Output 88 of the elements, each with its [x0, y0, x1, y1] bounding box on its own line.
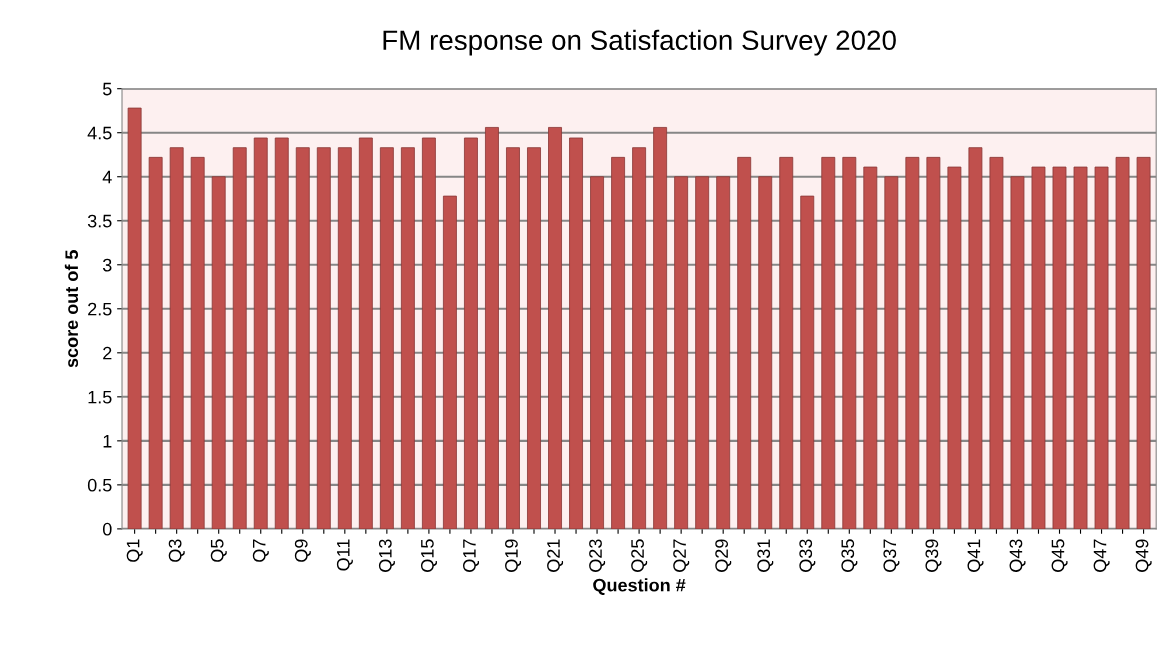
bar: [653, 127, 668, 529]
x-axis-title: Question #: [593, 578, 686, 595]
bar: [211, 176, 226, 529]
bar: [800, 195, 815, 529]
x-tick-label: Q45: [1051, 539, 1068, 572]
bar: [485, 127, 499, 529]
bar: [611, 156, 626, 529]
bar: [968, 147, 983, 529]
x-tick-label: Q27: [673, 539, 690, 572]
y-tick-label: 3: [102, 258, 112, 272]
bar: [716, 176, 731, 529]
bar: [1052, 166, 1067, 529]
chart-title: FM response on Satisfaction Survey 2020: [383, 29, 896, 56]
bar: [779, 156, 794, 529]
y-tick-label: 4.5: [87, 126, 112, 140]
x-tick-label: Q29: [715, 539, 732, 572]
bar: [527, 147, 541, 529]
bar: [905, 156, 920, 529]
x-tick-label: Q33: [799, 539, 816, 572]
y-tick-label: 1.5: [88, 390, 112, 404]
x-tick-label: Q13: [378, 539, 395, 572]
x-tick-label: Q21: [547, 539, 564, 572]
bar: [1010, 176, 1025, 529]
bar: [358, 137, 373, 529]
bar: [379, 147, 394, 529]
x-tick-label: Q41: [967, 539, 984, 572]
x-tick-label: Q37: [883, 539, 900, 572]
bar: [758, 176, 773, 529]
bar: [569, 137, 583, 529]
bar: [169, 147, 184, 529]
bar: [506, 147, 520, 529]
bar: [421, 137, 436, 529]
x-tick-label: Q31: [757, 539, 774, 572]
bar: [674, 176, 689, 529]
bar: [842, 156, 857, 529]
x-tick-label: Q11: [336, 539, 353, 571]
x-tick-label: Q25: [631, 539, 648, 572]
x-tick-label: Q3: [168, 539, 185, 562]
x-tick-label: Q49: [1135, 539, 1152, 572]
x-tick-label: Q35: [841, 539, 858, 572]
y-tick-label: 0: [102, 522, 112, 536]
bar: [127, 107, 142, 529]
bar: [400, 147, 415, 529]
bar: [884, 176, 899, 529]
bar: [316, 147, 331, 529]
x-tick-label: Q47: [1093, 539, 1110, 572]
bar: [632, 147, 647, 529]
bar: [1115, 156, 1130, 529]
bar: [464, 137, 478, 529]
y-tick-label: 2.5: [88, 302, 112, 316]
bar: [863, 166, 878, 529]
bar: [1136, 156, 1151, 529]
y-tick-label: 5: [102, 82, 112, 96]
bar: [232, 147, 247, 529]
bar: [253, 137, 268, 529]
bar: [1031, 166, 1046, 529]
bar: [989, 156, 1004, 529]
bar: [274, 137, 289, 529]
bar: [590, 176, 604, 529]
x-tick-label: Q1: [126, 539, 143, 562]
x-tick-label: Q5: [210, 539, 227, 562]
x-tick-label: Q9: [294, 539, 311, 562]
bar: [548, 127, 562, 529]
y-tick-label: 2: [103, 346, 112, 360]
bar: [1073, 166, 1088, 529]
bar: [926, 156, 941, 529]
bar: [442, 195, 457, 529]
y-tick-label: 0.5: [87, 478, 112, 492]
bar: [947, 166, 962, 529]
y-tick-label: 3.5: [87, 214, 112, 228]
x-tick-label: Q17: [463, 539, 480, 572]
x-tick-label: Q23: [589, 539, 606, 572]
y-axis-title: score out of 5: [64, 250, 79, 368]
bar: [737, 156, 752, 529]
bar: [1094, 166, 1109, 529]
x-tick-label: Q19: [505, 539, 522, 572]
x-tick-label: Q43: [1009, 539, 1026, 572]
bar: [821, 156, 836, 529]
y-tick-label: 4: [102, 170, 112, 184]
bar: [695, 176, 710, 529]
y-tick-label: 1: [103, 434, 112, 448]
bar: [337, 147, 352, 529]
bar: [148, 156, 163, 529]
x-tick-label: Q15: [420, 539, 437, 572]
x-tick-label: Q7: [252, 539, 269, 562]
x-tick-label: Q39: [925, 539, 942, 572]
bar: [295, 147, 310, 529]
bar: [190, 156, 205, 529]
